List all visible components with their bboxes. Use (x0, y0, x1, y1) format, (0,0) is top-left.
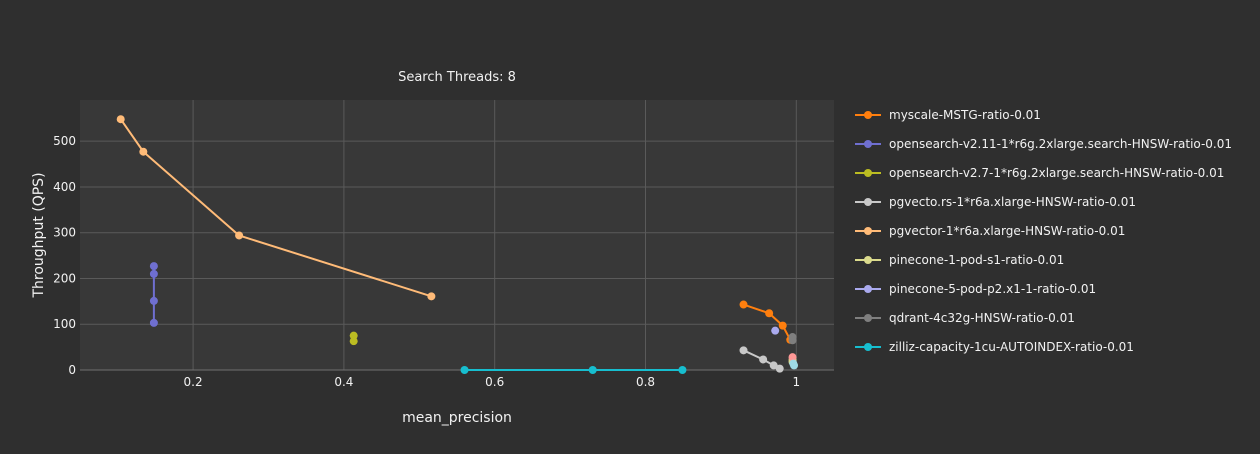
legend-item[interactable]: pgvecto.rs-1*r6a.xlarge-HNSW-ratio-0.01 (855, 195, 1136, 209)
legend-item[interactable]: pinecone-1-pod-s1-ratio-0.01 (855, 253, 1064, 267)
series-line (119, 118, 432, 298)
y-tick-label: 100 (53, 317, 76, 331)
data-point[interactable] (149, 318, 158, 327)
x-axis-title: mean_precision (402, 410, 512, 426)
data-point[interactable] (460, 366, 469, 374)
data-point[interactable] (349, 331, 358, 340)
data-point[interactable] (788, 353, 797, 362)
legend-label: qdrant-4c32g-HNSW-ratio-0.01 (889, 311, 1075, 325)
axes: 0.2 0.4 0.6 0.8 1 0 100 200 300 400 500 (53, 134, 800, 389)
legend-item[interactable]: opensearch-v2.11-1*r6g.2xlarge.search-HN… (855, 137, 1232, 151)
series-6 (771, 326, 780, 335)
legend-swatch-marker (864, 285, 872, 293)
legend-item[interactable]: opensearch-v2.7-1*r6g.2xlarge.search-HNS… (855, 166, 1224, 180)
y-tick-label: 500 (53, 134, 76, 148)
data-point[interactable] (149, 296, 158, 305)
data-point[interactable] (427, 292, 436, 301)
series-4 (116, 115, 436, 301)
legend-label: opensearch-v2.11-1*r6g.2xlarge.search-HN… (889, 137, 1232, 151)
legend-item[interactable]: pgvector-1*r6a.xlarge-HNSW-ratio-0.01 (855, 224, 1125, 238)
series-line (743, 303, 792, 341)
series-2 (349, 331, 358, 346)
plot-area (80, 100, 834, 370)
legend-item[interactable]: zilliz-capacity-1cu-AUTOINDEX-ratio-0.01 (855, 340, 1134, 354)
x-tick-label: 0.6 (485, 375, 504, 389)
y-axis-title: Throughput (QPS) (31, 172, 47, 298)
legend-swatch-marker (864, 256, 872, 264)
legend-item[interactable]: qdrant-4c32g-HNSW-ratio-0.01 (855, 311, 1075, 325)
data-point[interactable] (149, 269, 158, 278)
x-tick-label: 1 (792, 375, 800, 389)
data-point[interactable] (771, 326, 780, 335)
data-point[interactable] (759, 355, 768, 364)
grid-lines (80, 100, 834, 371)
legend-label: pinecone-5-pod-p2.x1-1-ratio-0.01 (889, 282, 1096, 296)
data-point[interactable] (769, 361, 778, 370)
chart-title: Search Threads: 8 (398, 70, 516, 85)
legend-item[interactable]: myscale-MSTG-ratio-0.01 (855, 108, 1041, 122)
y-tick-label: 0 (68, 363, 76, 377)
legend: myscale-MSTG-ratio-0.01 opensearch-v2.11-… (855, 108, 1232, 354)
legend-swatch-marker (864, 343, 872, 351)
legend-swatch-marker (864, 198, 872, 206)
series-3 (739, 346, 784, 373)
data-point[interactable] (678, 366, 687, 374)
legend-label: pgvector-1*r6a.xlarge-HNSW-ratio-0.01 (889, 224, 1125, 238)
legend-item[interactable]: pinecone-5-pod-p2.x1-1-ratio-0.01 (855, 282, 1096, 296)
data-point[interactable] (116, 115, 125, 124)
data-point[interactable] (349, 337, 358, 346)
legend-label: pgvecto.rs-1*r6a.xlarge-HNSW-ratio-0.01 (889, 195, 1136, 209)
data-point[interactable] (235, 231, 244, 240)
legend-swatch-marker (864, 314, 872, 322)
y-tick-label: 200 (53, 271, 76, 285)
data-point[interactable] (739, 300, 748, 309)
y-tick-label: 400 (53, 180, 76, 194)
series-8 (460, 366, 687, 374)
x-tick-label: 0.8 (636, 375, 655, 389)
legend-swatch-marker (864, 111, 872, 119)
data-point[interactable] (588, 366, 597, 374)
legend-swatch-marker (864, 140, 872, 148)
legend-label: zilliz-capacity-1cu-AUTOINDEX-ratio-0.01 (889, 340, 1134, 354)
data-point[interactable] (778, 321, 787, 330)
legend-label: myscale-MSTG-ratio-0.01 (889, 108, 1041, 122)
series-1 (149, 262, 158, 327)
legend-label: opensearch-v2.7-1*r6g.2xlarge.search-HNS… (889, 166, 1224, 180)
extra-points (788, 353, 799, 370)
y-tick-label: 300 (53, 226, 76, 240)
series-7 (788, 333, 797, 345)
data-point[interactable] (790, 361, 799, 370)
legend-label: pinecone-1-pod-s1-ratio-0.01 (889, 253, 1064, 267)
data-point[interactable] (775, 364, 784, 373)
data-point[interactable] (739, 346, 748, 355)
data-point[interactable] (139, 147, 148, 156)
data-point[interactable] (149, 262, 158, 271)
data-point[interactable] (765, 309, 774, 318)
legend-swatch-marker (864, 169, 872, 177)
legend-swatch-marker (864, 227, 872, 235)
data-series (116, 115, 799, 374)
x-tick-label: 0.2 (184, 375, 203, 389)
data-point[interactable] (788, 336, 797, 345)
x-tick-label: 0.4 (334, 375, 353, 389)
